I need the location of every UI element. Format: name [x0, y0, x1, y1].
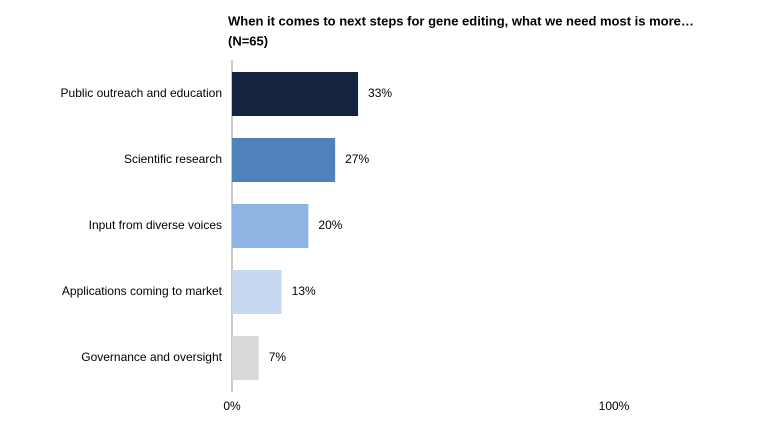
y-tick-label: Governance and oversight [81, 350, 222, 364]
value-label: 13% [292, 284, 316, 298]
chart-title: When it comes to next steps for gene edi… [228, 13, 694, 28]
bar [232, 72, 359, 116]
value-label: 7% [269, 350, 287, 364]
x-tick-label: 0% [223, 399, 241, 413]
y-tick-label: Public outreach and education [61, 86, 222, 100]
value-label: 20% [318, 218, 342, 232]
x-tick-label: 100% [599, 399, 630, 413]
y-tick-label: Scientific research [124, 152, 222, 166]
y-tick-label: Input from diverse voices [89, 218, 222, 232]
bar [232, 138, 336, 182]
bar [232, 270, 282, 314]
value-label: 27% [345, 152, 369, 166]
bar [232, 336, 259, 380]
y-tick-label: Applications coming to market [62, 284, 223, 298]
value-label: 33% [368, 86, 392, 100]
bar [232, 204, 309, 248]
chart-subtitle: (N=65) [228, 33, 268, 48]
